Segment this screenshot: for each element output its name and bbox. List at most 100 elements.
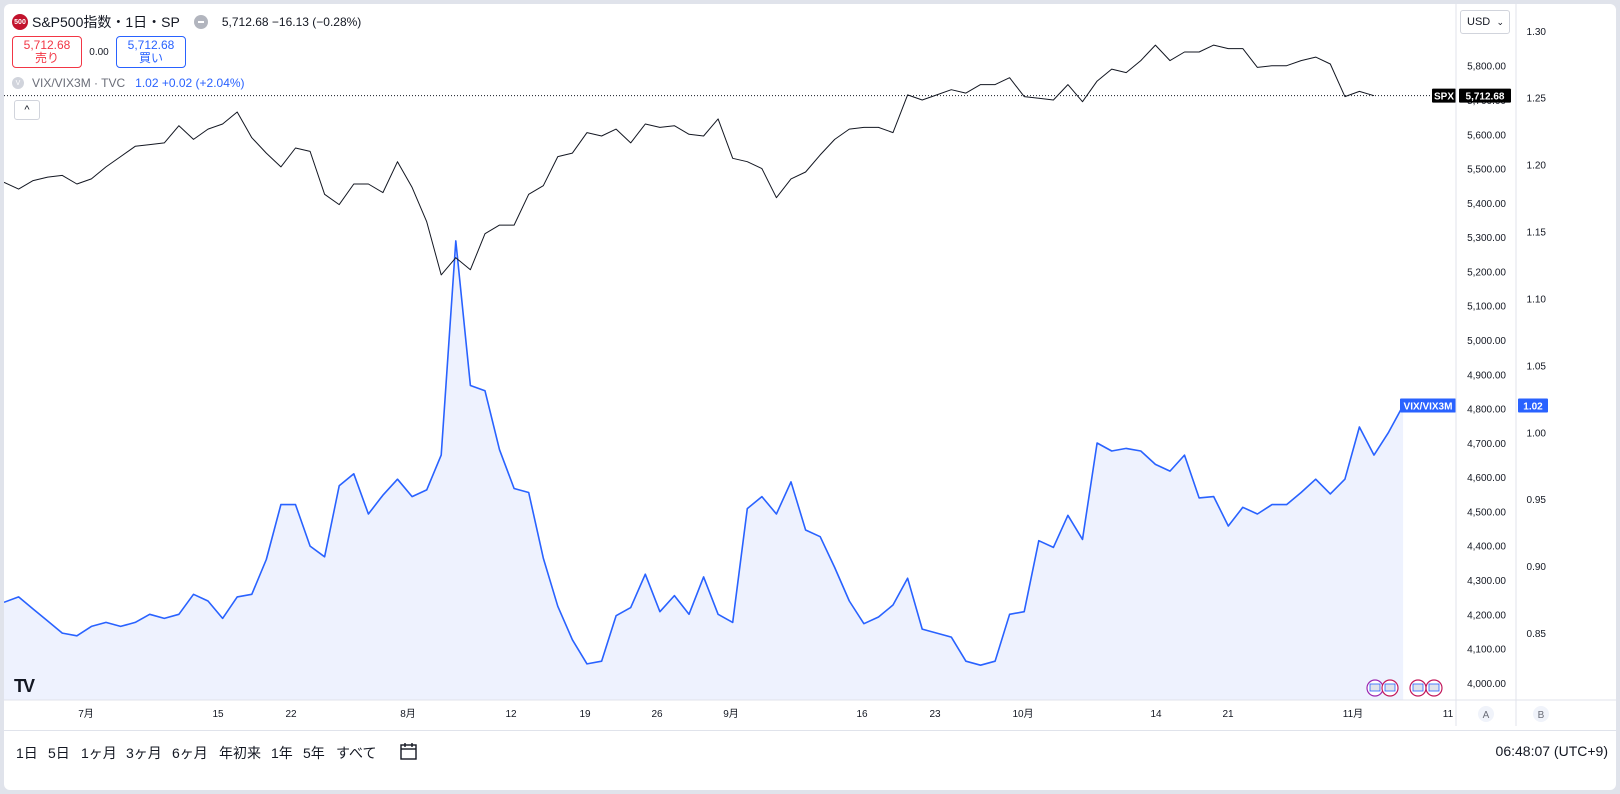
time-label: 23	[929, 709, 941, 720]
ratio-tick-label: 1.05	[1527, 361, 1547, 372]
buy-label: 買い	[138, 51, 163, 65]
collapse-legend-button[interactable]: ^	[14, 100, 40, 120]
currency-label: USD	[1467, 16, 1491, 28]
time-label: 21	[1222, 709, 1234, 720]
spx-tick-label: 5,100.00	[1467, 302, 1506, 313]
spx-tick-label: 4,100.00	[1467, 645, 1506, 656]
ratio-tick-label: 1.20	[1527, 161, 1547, 172]
scale-button-b[interactable]	[1533, 706, 1549, 722]
time-label: 8月	[400, 708, 416, 720]
ratio-price-axis[interactable]: 0.85 0.90 0.95 1.00 1.05 1.10 1.15 1.20 1.25 1.30	[1527, 27, 1547, 640]
spread-value: 0.00	[89, 46, 109, 58]
bottom-toolbar: 1日 5日 1ヶ月 3ヶ月 6ヶ月 年初来 1年 5年 すべて 06:48:07…	[4, 730, 1616, 790]
buy-price: 5,712.68	[127, 38, 175, 52]
spx-tick-label: 4,500.00	[1467, 507, 1506, 518]
spx-tick-label: 5,300.00	[1467, 233, 1506, 244]
ratio-tick-label: 1.15	[1527, 228, 1547, 239]
ratio-series-line[interactable]	[4, 240, 1404, 667]
time-label: 9月	[723, 708, 739, 720]
timeframe-5y[interactable]: 5年	[303, 745, 325, 761]
tradingview-logo-icon[interactable]: TV	[14, 676, 35, 696]
calendar-range-icon[interactable]	[399, 741, 419, 761]
chart-window: 4,000.00 4,100.00 4,200.00 4,300.00 4,400.00…	[4, 4, 1616, 790]
scale-button-label: A	[1483, 710, 1490, 721]
ohlc-values: 5,712.68 −16.13 (−0.28%)	[221, 15, 362, 29]
spx-tick-label: 4,600.00	[1467, 473, 1506, 484]
spx-tag-bg	[1432, 88, 1456, 103]
ratio-tick-label: 1.30	[1527, 27, 1547, 38]
ratio-tick-label: 1.25	[1527, 94, 1547, 105]
flag-icon	[1428, 683, 1440, 692]
time-label: 7月	[78, 708, 94, 720]
sell-button[interactable]: 5,712.68 売り	[12, 36, 82, 68]
spx-tick-label: 5,200.00	[1467, 267, 1506, 278]
scale-button-label: B	[1538, 710, 1545, 721]
timeframe-6m[interactable]: 6ヶ月	[172, 745, 208, 761]
currency-select[interactable]: USD ⌄	[1460, 10, 1510, 34]
spx-price-axis[interactable]: 4,000.00 4,100.00 4,200.00 4,300.00 4,400.00…	[1467, 62, 1506, 690]
ratio-tag-bg	[1400, 398, 1456, 413]
time-axis[interactable]: 7月 15 22 8月 12 19 26 9月 16 23 10月 14 21 11月 11 A B	[78, 706, 1549, 722]
buy-button[interactable]: 5,712.68 買い	[116, 36, 186, 68]
price-badges: SPX 5,712.68 VIX/VIX3M 1.02	[1400, 88, 1548, 413]
time-label: 22	[285, 709, 297, 720]
time-label: 11月	[1343, 708, 1363, 720]
spx-tick-label: 4,300.00	[1467, 576, 1506, 587]
spx-tick-label: 4,400.00	[1467, 542, 1506, 553]
spx-tag: SPX	[1434, 92, 1454, 103]
timeframe-3m[interactable]: 3ヶ月	[126, 745, 162, 761]
spx-tick-label: 5,000.00	[1467, 336, 1506, 347]
timezone-clock[interactable]: 06:48:07 (UTC+9)	[1495, 743, 1608, 759]
time-label: 10月	[1012, 708, 1033, 720]
timeframe-1m[interactable]: 1ヶ月	[81, 745, 117, 761]
spx-tick-label: 5,500.00	[1467, 165, 1506, 176]
spx-tick-label: 4,700.00	[1467, 439, 1506, 450]
ratio-tick-label: 0.90	[1527, 562, 1547, 573]
spx-tick-label: 4,800.00	[1467, 405, 1506, 416]
time-label: 14	[1150, 709, 1162, 720]
study-values: 1.02 +0.02 (+2.04%)	[135, 76, 245, 90]
time-label: 11	[1443, 709, 1454, 720]
timeframe-1y[interactable]: 1年	[271, 745, 293, 761]
spx-tick-label: 4,200.00	[1467, 610, 1506, 621]
spx-tick-label: 4,900.00	[1467, 370, 1506, 381]
study-icon[interactable]: V	[12, 77, 24, 89]
chart-legend: 500 S&P500指数・1日・SP 5,712.68 −16.13 (−0.2…	[12, 12, 361, 90]
hide-indicator-icon[interactable]	[193, 15, 208, 29]
sell-price: 5,712.68	[23, 38, 71, 52]
flag-icon	[1412, 683, 1424, 692]
time-label: 16	[856, 709, 868, 720]
event-markers	[1366, 679, 1443, 697]
flag-icon	[1369, 683, 1381, 692]
spx-tick-label: 4,000.00	[1467, 679, 1506, 690]
ratio-last-price: 1.02	[1523, 402, 1543, 413]
study-name[interactable]: VIX/VIX3M · TVC	[32, 76, 126, 90]
chevron-down-icon: ⌄	[1496, 16, 1504, 27]
ratio-tick-label: 0.95	[1527, 495, 1547, 506]
timeframe-1d[interactable]: 1日	[16, 745, 38, 761]
time-label: 12	[505, 709, 517, 720]
time-label: 19	[579, 709, 591, 720]
symbol-title[interactable]: S&P500指数・1日・SP	[32, 14, 180, 30]
price-chart[interactable]: 4,000.00 4,100.00 4,200.00 4,300.00 4,400.00…	[4, 4, 1616, 726]
ratio-tag: VIX/VIX3M	[1404, 402, 1453, 413]
spx-last-price: 5,712.68	[1466, 92, 1505, 103]
spx-tick-label: 5,400.00	[1467, 199, 1506, 210]
sp500-logo-icon: 500	[12, 14, 28, 30]
ratio-area-fill	[4, 240, 1404, 700]
spx-last-price-bg	[1459, 88, 1511, 103]
plot-area	[4, 44, 1456, 700]
timeframe-ytd[interactable]: 年初来	[219, 745, 261, 761]
ratio-last-price-bg	[1518, 398, 1548, 413]
time-label: 26	[651, 709, 663, 720]
spx-tick-label: 5,600.00	[1467, 130, 1506, 141]
spx-series-line[interactable]	[4, 44, 1375, 276]
flag-icon	[1384, 683, 1396, 692]
timeframe-all[interactable]: すべて	[336, 745, 377, 761]
sell-label: 売り	[34, 51, 59, 65]
spx-tick-label: 5,800.00	[1467, 62, 1506, 73]
ratio-tick-label: 1.00	[1527, 428, 1547, 439]
ratio-tick-label: 1.10	[1527, 294, 1547, 305]
scale-button-a[interactable]	[1478, 706, 1494, 722]
timeframe-5d[interactable]: 5日	[48, 745, 70, 761]
